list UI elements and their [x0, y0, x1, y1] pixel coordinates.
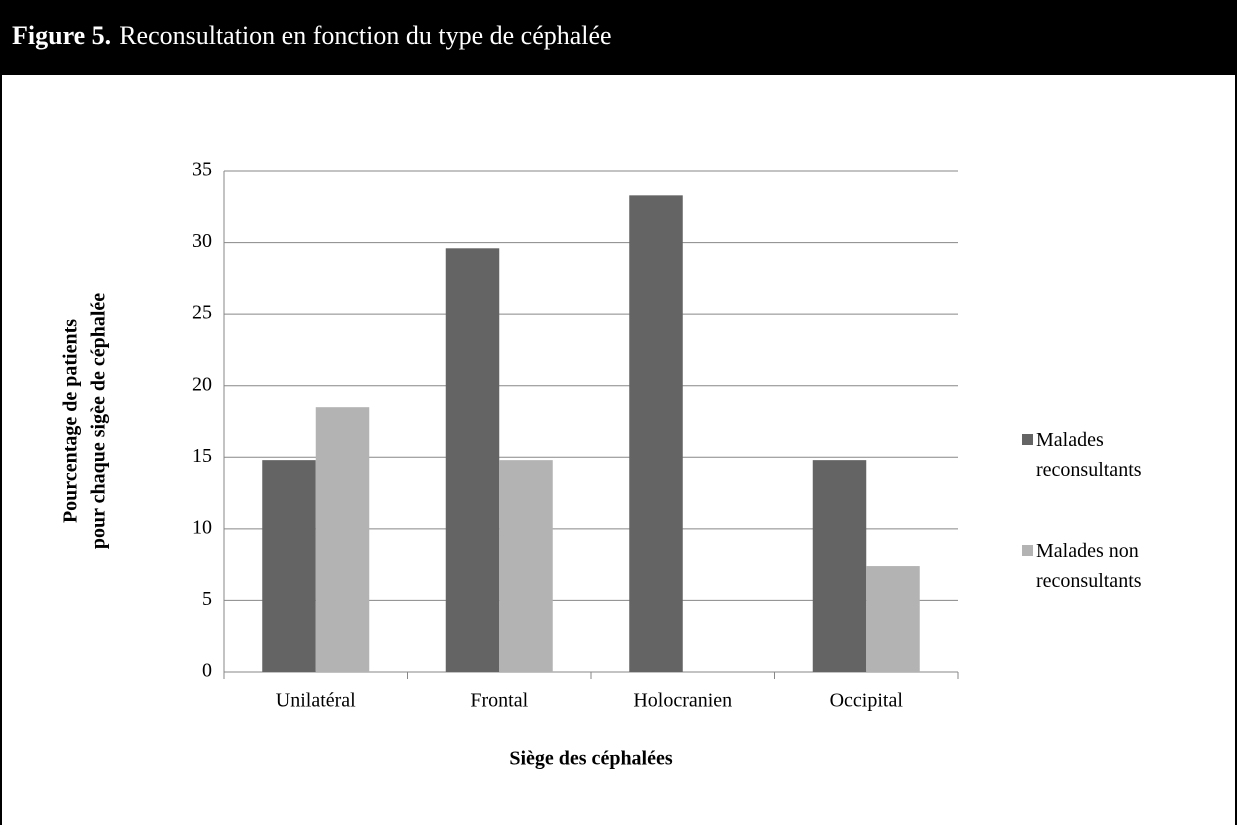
bar: [315, 407, 370, 672]
legend-label: Malades reconsultants: [1036, 429, 1142, 481]
y-axis-label: pour chaque sigèe de céphalée: [88, 293, 110, 549]
bar: [445, 248, 500, 672]
bar: [866, 566, 920, 672]
bar: [812, 460, 867, 672]
x-tick-label: Holocranien: [633, 690, 732, 712]
x-tick-label: Frontal: [470, 690, 528, 712]
y-tick-label: 25: [192, 302, 212, 324]
chart-title: Reconsultation en fonction du type de cé…: [119, 21, 611, 50]
bar: [499, 460, 553, 672]
header-bar: [0, 0, 1237, 75]
x-tick-label: Occipital: [830, 690, 904, 712]
legend-swatch: [1022, 434, 1033, 445]
y-tick-label: 35: [192, 159, 212, 181]
legend-swatch: [1022, 545, 1033, 556]
y-axis-label: Pourcentage de patients: [60, 319, 82, 523]
y-tick-label: 5: [202, 588, 212, 610]
y-tick-label: 0: [202, 660, 212, 682]
y-tick-label: 30: [192, 230, 212, 252]
y-tick-label: 15: [192, 445, 212, 467]
figure-label: Figure 5.: [12, 21, 111, 50]
legend-label: Malades non reconsultants: [1036, 540, 1142, 592]
x-axis-label: Siège des céphalées: [509, 748, 673, 770]
x-tick-label: Unilatéral: [276, 690, 356, 712]
y-tick-label: 20: [192, 373, 212, 395]
bar: [262, 460, 316, 672]
bar: [629, 195, 683, 672]
y-tick-label: 10: [192, 516, 212, 538]
